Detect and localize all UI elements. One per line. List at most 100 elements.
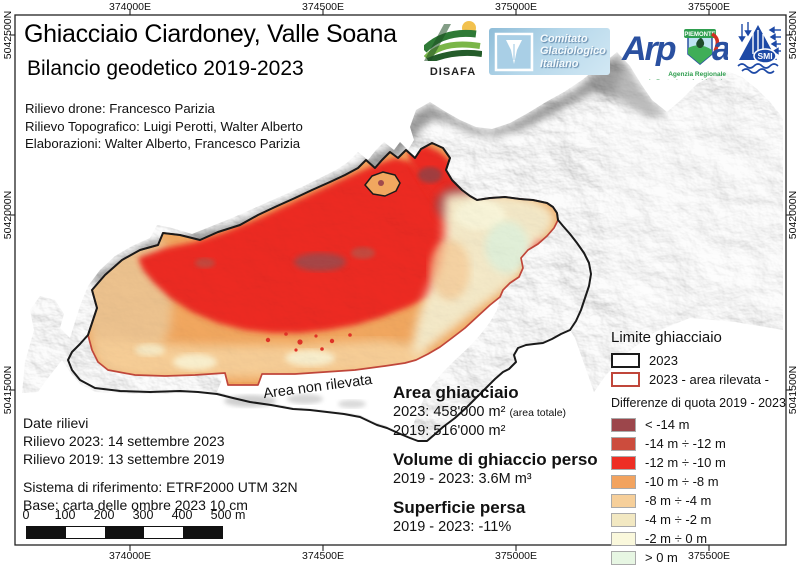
coord-label-left-1: 5042000N: [2, 190, 14, 240]
light-slope: [605, 70, 783, 325]
coord-label-right-1: 5042000N: [787, 190, 799, 240]
arpa-tagline-1: Agenzia Regionale: [668, 71, 726, 78]
surface-value: 2019 - 2023: -11%: [393, 519, 512, 535]
disafa-logo: DISAFA: [424, 20, 482, 78]
outline-2023-swatch: [611, 353, 640, 368]
class-label: < -14 m: [645, 417, 690, 432]
credit-line: Rilievo Topografico: Luigi Perotti, Walt…: [25, 118, 303, 134]
scalebar-labels: 0 100 200 300 400 500 m: [22, 508, 246, 522]
smi-wordmark: SMI: [757, 51, 772, 61]
disafa-wordmark: DISAFA: [429, 66, 477, 78]
class-label: -4 m ÷ -2 m: [645, 512, 712, 527]
legend-class-row: -12 m ÷ -10 m: [611, 453, 793, 472]
coord-label-right-0: 5042500N: [787, 10, 799, 60]
cgi-line: Glaciologico: [540, 45, 607, 58]
class-swatch: [611, 436, 636, 451]
class-label: -14 m ÷ -12 m: [645, 436, 726, 451]
arpa-wordmark-left: Arp: [621, 30, 676, 66]
legend-row-outline-2023: 2023: [611, 351, 793, 370]
smi-mountain-icon: SMI: [737, 22, 781, 74]
disafa-field-icon: [424, 20, 482, 64]
legend-class-row: -8 m ÷ -4 m: [611, 491, 793, 510]
piemonte-shield-icon: PIEMONTE: [684, 29, 720, 65]
class-label: -8 m ÷ -4 m: [645, 493, 712, 508]
arpa-piemonte-logo: Arp PIEMONTE a Agenzia Regionale per la …: [620, 24, 728, 80]
coord-label-left-0: 5042500N: [2, 10, 14, 60]
class-swatch: [611, 455, 636, 470]
volume-value: 2019 - 2023: 3.6M m³: [393, 471, 532, 487]
volume-heading: Volume di ghiaccio perso: [393, 450, 598, 469]
legend-class-row: < -14 m: [611, 415, 793, 434]
page-title: Ghiacciaio Ciardoney, Valle Soana: [24, 20, 397, 48]
coord-label-top-2: 375000E: [494, 1, 538, 13]
stats-block: Area ghiacciaio 2023: 458'000 m² (area t…: [393, 383, 633, 536]
legend-class-row: -4 m ÷ -2 m: [611, 510, 793, 529]
class-label: > 0 m: [645, 550, 678, 565]
credits-block: Rilievo drone: Francesco Parizia Rilievo…: [25, 100, 303, 153]
legend: Limite ghiacciaio 2023 2023 - area rilev…: [611, 329, 793, 565]
detached-glacier-patch: [364, 171, 401, 197]
coord-label-top-1: 374500E: [301, 1, 345, 13]
cgi-line: Italiano: [540, 57, 579, 70]
arpa-wordmark-icon: Arp PIEMONTE a: [621, 29, 728, 68]
coord-label-top-0: 374000E: [108, 1, 152, 13]
coord-label-bottom-1: 374500E: [301, 550, 345, 562]
legend-class-row: -14 m ÷ -12 m: [611, 434, 793, 453]
class-label: -12 m ÷ -10 m: [645, 455, 726, 470]
dates-heading: Date rilievi: [23, 415, 89, 431]
base-line: Base: carta delle ombre 2023 10 cm: [23, 497, 248, 513]
legend-class-row: > 0 m: [611, 548, 793, 565]
date-2019-line: Rilievo 2019: 13 settembre 2019: [23, 451, 225, 467]
survey-info-block: Date rilievi Rilievo 2023: 14 settembre …: [23, 414, 298, 514]
area-2023-value: 2023: 458'000 m² (area totale): [393, 403, 633, 422]
class-swatch: [611, 474, 636, 489]
legend-diff-heading: Differenze di quota 2019 - 2023: [611, 396, 786, 410]
map-frame: [9, 9, 792, 551]
legend-class-row: -10 m ÷ -8 m: [611, 472, 793, 491]
class-label: -2 m ÷ 0 m: [645, 531, 708, 546]
area-2023-text: 2023: 458'000 m²: [393, 404, 506, 420]
area-non-rilevata-strip: [217, 297, 500, 437]
outline-rilevata-swatch: [611, 372, 640, 387]
area-2023-note: (area totale): [509, 407, 567, 419]
outline-2023-label: 2023: [649, 353, 678, 368]
scalebar-label: 0: [22, 508, 30, 522]
arpa-wordmark-right: a: [712, 30, 728, 66]
legend-limite-heading: Limite ghiacciaio: [611, 329, 722, 346]
class-swatch: [611, 493, 636, 508]
legend-class-row: -2 m ÷ 0 m: [611, 529, 793, 548]
outline-rilevata-label: 2023 - area rilevata -: [649, 372, 769, 387]
area-2019-value: 2019: 516'000 m²: [393, 423, 506, 439]
area-heading: Area ghiacciaio: [393, 383, 519, 402]
coord-label-bottom-0: 374000E: [108, 550, 152, 562]
scalebar-label: 100: [54, 508, 76, 522]
credit-line: Rilievo drone: Francesco Parizia: [25, 101, 215, 116]
scalebar: [26, 526, 223, 539]
class-swatch: [611, 512, 636, 527]
glacier-diff-raster: [88, 143, 558, 385]
reference-line: Sistema di riferimento: ETRF2000 UTM 32N: [23, 479, 298, 495]
scalebar-label: 200: [93, 508, 115, 522]
cgi-line: Comitato: [540, 32, 588, 45]
coord-label-bottom-3: 375500E: [687, 550, 731, 562]
credit-line: Elaborazioni: Walter Alberto, Francesco …: [25, 136, 301, 151]
arpa-tagline-2: per la Protezione Ambientale: [620, 79, 728, 81]
scalebar-label: 500 m: [210, 508, 246, 522]
comitato-glaciologico-logo: Comitato Glaciologico Italiano: [489, 28, 610, 75]
smi-logo: SMI: [732, 20, 784, 76]
scalebar-label: 300: [132, 508, 154, 522]
glacier-icon: [494, 32, 534, 71]
legend-row-outline-rilevata: 2023 - area rilevata -: [611, 370, 793, 389]
surface-heading: Superficie persa: [393, 498, 526, 517]
class-swatch: [611, 417, 636, 432]
cgi-wordmark: Comitato Glaciologico Italiano: [540, 33, 606, 71]
class-swatch: [611, 550, 636, 565]
piemonte-banner-label: PIEMONTE: [684, 32, 715, 38]
outline-limite-2023: [67, 142, 592, 442]
coord-label-bottom-2: 375000E: [494, 550, 538, 562]
coord-label-top-3: 375500E: [687, 1, 731, 13]
date-2023-line: Rilievo 2023: 14 settembre 2023: [23, 433, 225, 449]
page-subtitle: Bilancio geodetico 2019-2023: [27, 57, 304, 80]
